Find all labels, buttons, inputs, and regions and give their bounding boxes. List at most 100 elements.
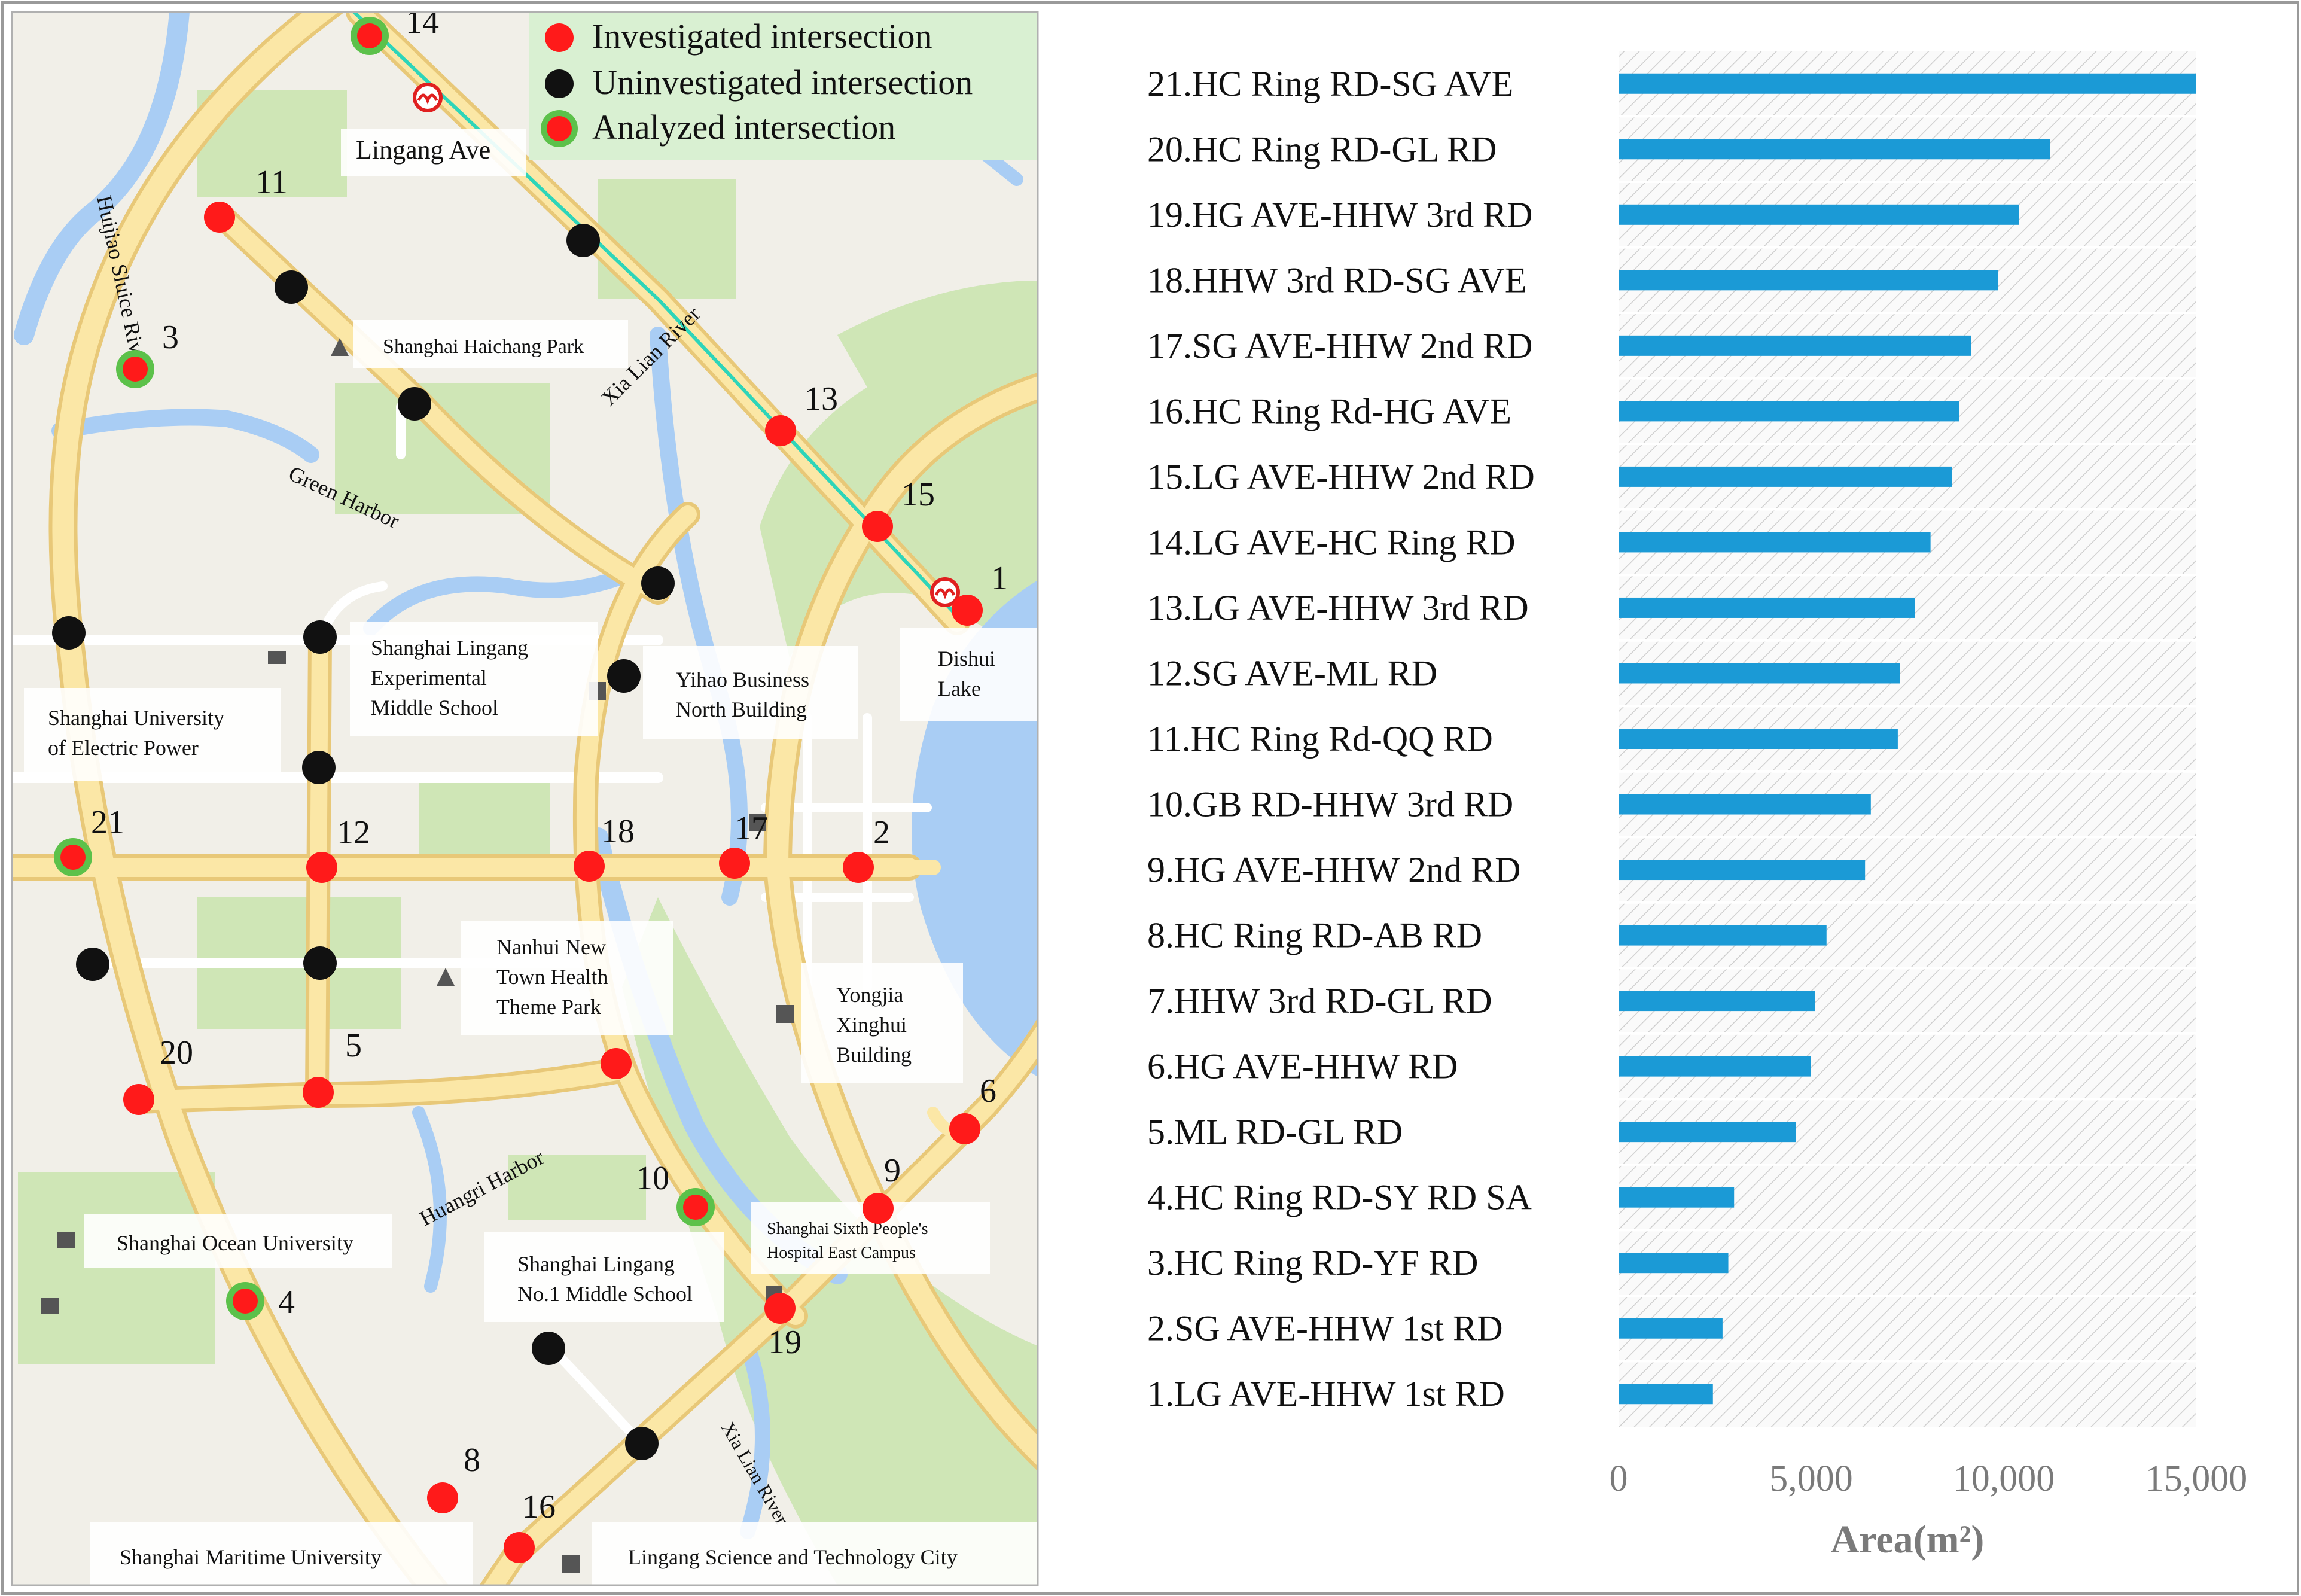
yongjia-building-label-line1: Yongjia — [836, 983, 903, 1007]
lingang-ave-label: Lingang Ave — [356, 135, 490, 165]
intersection-number-label: 4 — [278, 1284, 295, 1321]
investigated-intersection-marker — [306, 852, 337, 883]
category-label: 17.SG AVE-HHW 2nd RD — [1147, 326, 1533, 366]
sixth-hospital-label-line2: Hospital East Campus — [767, 1244, 916, 1262]
x-tick-label: 5,000 — [1769, 1458, 1853, 1499]
category-label: 7.HHW 3rd RD-GL RD — [1147, 981, 1492, 1021]
category-label: 11.HC Ring Rd-QQ RD — [1147, 719, 1493, 759]
investigated-intersection-marker — [719, 848, 750, 879]
map-label-yongjia-building: Yongjia Xinghui Building — [801, 963, 963, 1083]
map-panel-border — [11, 11, 1039, 1586]
experimental-school-label-line2: Experimental — [371, 666, 487, 690]
uninvestigated-intersection-marker — [302, 751, 336, 784]
bar — [1619, 335, 1971, 356]
metro-line — [351, 12, 965, 624]
intersection-number-label: 1 — [991, 560, 1008, 597]
no1-school-label-line2: No.1 Middle School — [517, 1282, 693, 1306]
category-label: 14.LG AVE-HC Ring RD — [1147, 522, 1516, 562]
category-label: 16.HC Ring Rd-HG AVE — [1147, 391, 1511, 431]
category-labels: 21.HC Ring RD-SG AVE 20.HC Ring RD-GL RD 1… — [1147, 64, 1535, 1414]
bar — [1619, 925, 1827, 946]
category-label: 5.ML RD-GL RD — [1147, 1112, 1403, 1152]
bars — [1619, 73, 2196, 1405]
investigated-intersection-marker — [204, 202, 235, 233]
bar — [1619, 139, 2050, 160]
intersection-number-label: 18 — [601, 813, 635, 850]
map-panel: Lingang Ave Huijiao Sluice River Shangha… — [12, 4, 1038, 1585]
investigated-intersection-marker — [863, 1193, 894, 1224]
intersection-number-label: 19 — [768, 1324, 801, 1361]
investigated-intersection-marker — [601, 1048, 632, 1079]
electric-power-univ-label-line2: of Electric Power — [48, 736, 199, 760]
legend-uninvestigated-label: Uninvestigated intersection — [592, 63, 973, 102]
bar — [1619, 204, 2019, 225]
no1-school-label-line1: Shanghai Lingang — [517, 1252, 675, 1276]
map-label-yihao-building: Yihao Business North Building — [643, 646, 858, 739]
intersection-number-label: 15 — [901, 476, 935, 513]
yongjia-building-label-line2: Xinghui — [836, 1013, 907, 1037]
x-tick-label: 15,000 — [2145, 1458, 2248, 1499]
intersection-number-label: 14 — [406, 4, 439, 41]
investigated-intersection-marker — [574, 851, 605, 882]
electric-power-univ-label: Shanghai University of Electric Power — [48, 706, 230, 760]
map-label-no1-school: Shanghai Lingang No.1 Middle School — [484, 1232, 724, 1322]
category-label: 21.HC Ring RD-SG AVE — [1147, 64, 1513, 103]
category-label: 15.LG AVE-HHW 2nd RD — [1147, 457, 1535, 497]
intersection-number-label: 8 — [464, 1442, 480, 1479]
bar — [1619, 1056, 1811, 1077]
bar — [1619, 270, 1998, 291]
map-label-haichang-park: Shanghai Haichang Park — [353, 320, 628, 368]
bar — [1619, 1122, 1796, 1143]
uninvestigated-intersection-marker — [607, 659, 641, 693]
bar — [1619, 597, 1915, 618]
experimental-school-label: Shanghai Lingang Experimental Middle Sch… — [371, 636, 534, 720]
investigated-intersection-marker — [949, 1113, 980, 1144]
investigated-intersection-marker — [764, 1293, 796, 1324]
bar — [1619, 991, 1815, 1012]
yongjia-building-label-line3: Building — [836, 1043, 912, 1067]
map-label-experimental-school: Shanghai Lingang Experimental Middle Sch… — [350, 622, 598, 736]
uninvestigated-intersection-marker — [532, 1332, 565, 1365]
health-park-label: Nanhui New Town Health Theme Park — [496, 935, 613, 1019]
intersection-number-label: 20 — [160, 1034, 193, 1071]
bar — [1619, 73, 2196, 94]
map-label-lingang-ave: Lingang Ave — [341, 129, 526, 176]
category-label: 18.HHW 3rd RD-SG AVE — [1147, 260, 1526, 300]
sixth-hospital-label-line1: Shanghai Sixth People's — [767, 1220, 928, 1238]
category-label: 3.HC Ring RD-YF RD — [1147, 1243, 1478, 1283]
bar — [1619, 1253, 1729, 1274]
legend-analyzed-label: Analyzed intersection — [592, 108, 895, 147]
yihao-building-label-line2: North Building — [676, 698, 807, 721]
haichang-park-label: Shanghai Haichang Park — [383, 336, 584, 358]
yihao-building-label-line1: Yihao Business — [676, 668, 809, 692]
bar — [1619, 729, 1898, 749]
bar — [1619, 1187, 1735, 1208]
legend-analyzed-marker — [547, 116, 572, 141]
health-park-label-line2: Town Health — [496, 965, 608, 989]
legend-uninvestigated-marker — [545, 69, 574, 98]
uninvestigated-intersection-marker — [303, 946, 337, 980]
investigated-intersection-marker — [123, 1084, 154, 1115]
investigated-intersection-marker — [504, 1532, 535, 1563]
bar — [1619, 466, 1952, 487]
investigated-intersection-marker — [843, 852, 874, 883]
experimental-school-label-line1: Shanghai Lingang — [371, 636, 528, 660]
sixth-hospital-label: Shanghai Sixth People's Hospital East Ca… — [767, 1220, 932, 1262]
intersection-number-label: 16 — [522, 1488, 556, 1525]
intersection-number-label: 10 — [636, 1160, 669, 1197]
category-label: 8.HC Ring RD-AB RD — [1147, 916, 1482, 955]
health-park-label-line1: Nanhui New — [496, 935, 606, 959]
no1-school-label: Shanghai Lingang No.1 Middle School — [517, 1252, 693, 1306]
analyzed-intersection-marker — [60, 845, 86, 870]
science-city-label: Lingang Science and Technology City — [628, 1545, 958, 1569]
health-park-label-line3: Theme Park — [496, 995, 601, 1019]
investigated-intersection-marker — [952, 595, 983, 626]
category-label: 12.SG AVE-ML RD — [1147, 653, 1437, 693]
bar — [1619, 532, 1931, 553]
category-label: 20.HC Ring RD-GL RD — [1147, 129, 1497, 169]
map-label-electric-power-univ: Shanghai University of Electric Power — [24, 688, 281, 781]
uninvestigated-intersection-marker — [641, 566, 675, 600]
